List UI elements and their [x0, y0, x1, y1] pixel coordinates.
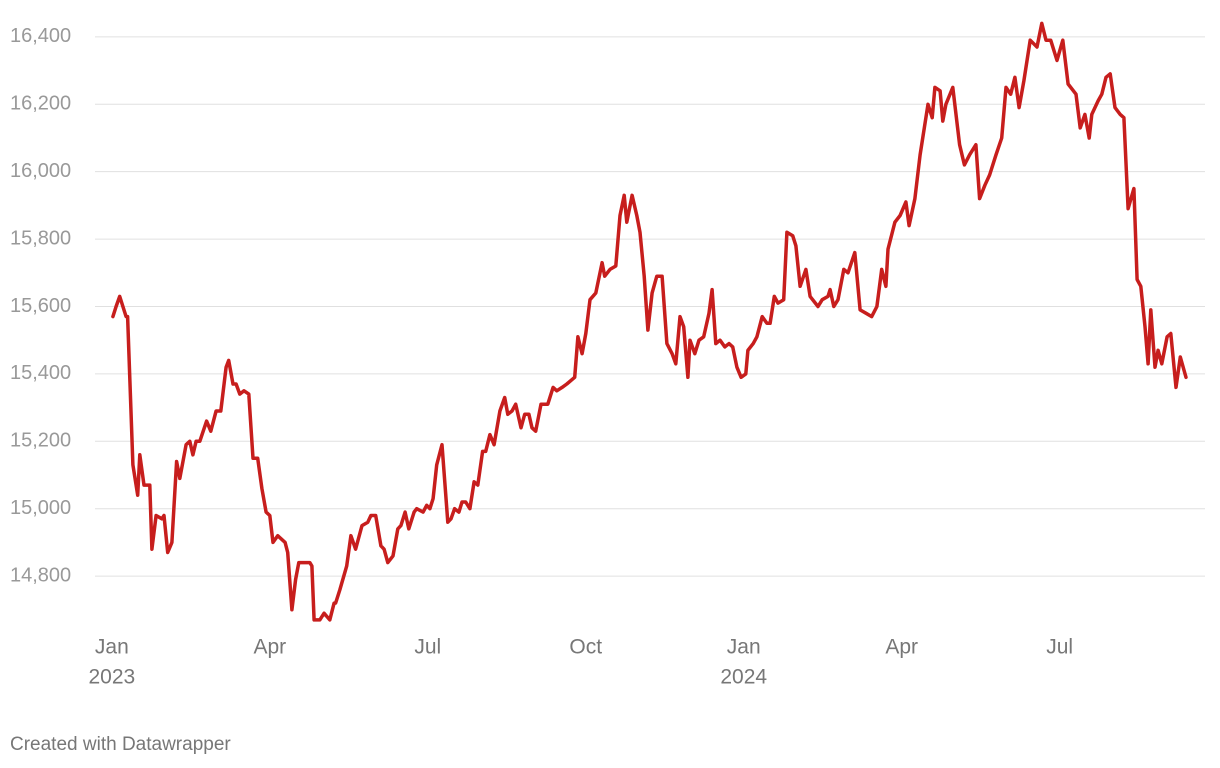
x-tick-label: Jan: [95, 636, 129, 659]
x-tick-label: Apr: [885, 636, 918, 659]
y-tick-label: 15,400: [10, 362, 71, 384]
y-tick-label: 15,000: [10, 497, 71, 519]
y-tick-label: 15,200: [10, 430, 71, 452]
x-tick-year: 2024: [720, 666, 767, 689]
y-tick-label: 16,000: [10, 160, 71, 182]
line: [111, 21, 1188, 622]
y-tick-label: 15,800: [10, 227, 71, 249]
y-tick-label: 16,400: [10, 25, 71, 47]
x-tick-label: Jul: [1046, 636, 1073, 659]
x-tick-label: Jan: [727, 636, 761, 659]
x-tick-label: Oct: [569, 636, 602, 659]
x-tick-label: Jul: [414, 636, 441, 659]
x-tick-year: 2023: [88, 666, 135, 689]
y-tick-label: 15,600: [10, 295, 71, 317]
x-tick-label: Apr: [253, 636, 286, 659]
y-tick-label: 14,800: [10, 564, 71, 586]
credit: Created with Datawrapper: [10, 734, 231, 755]
y-tick-label: 16,200: [10, 93, 71, 115]
